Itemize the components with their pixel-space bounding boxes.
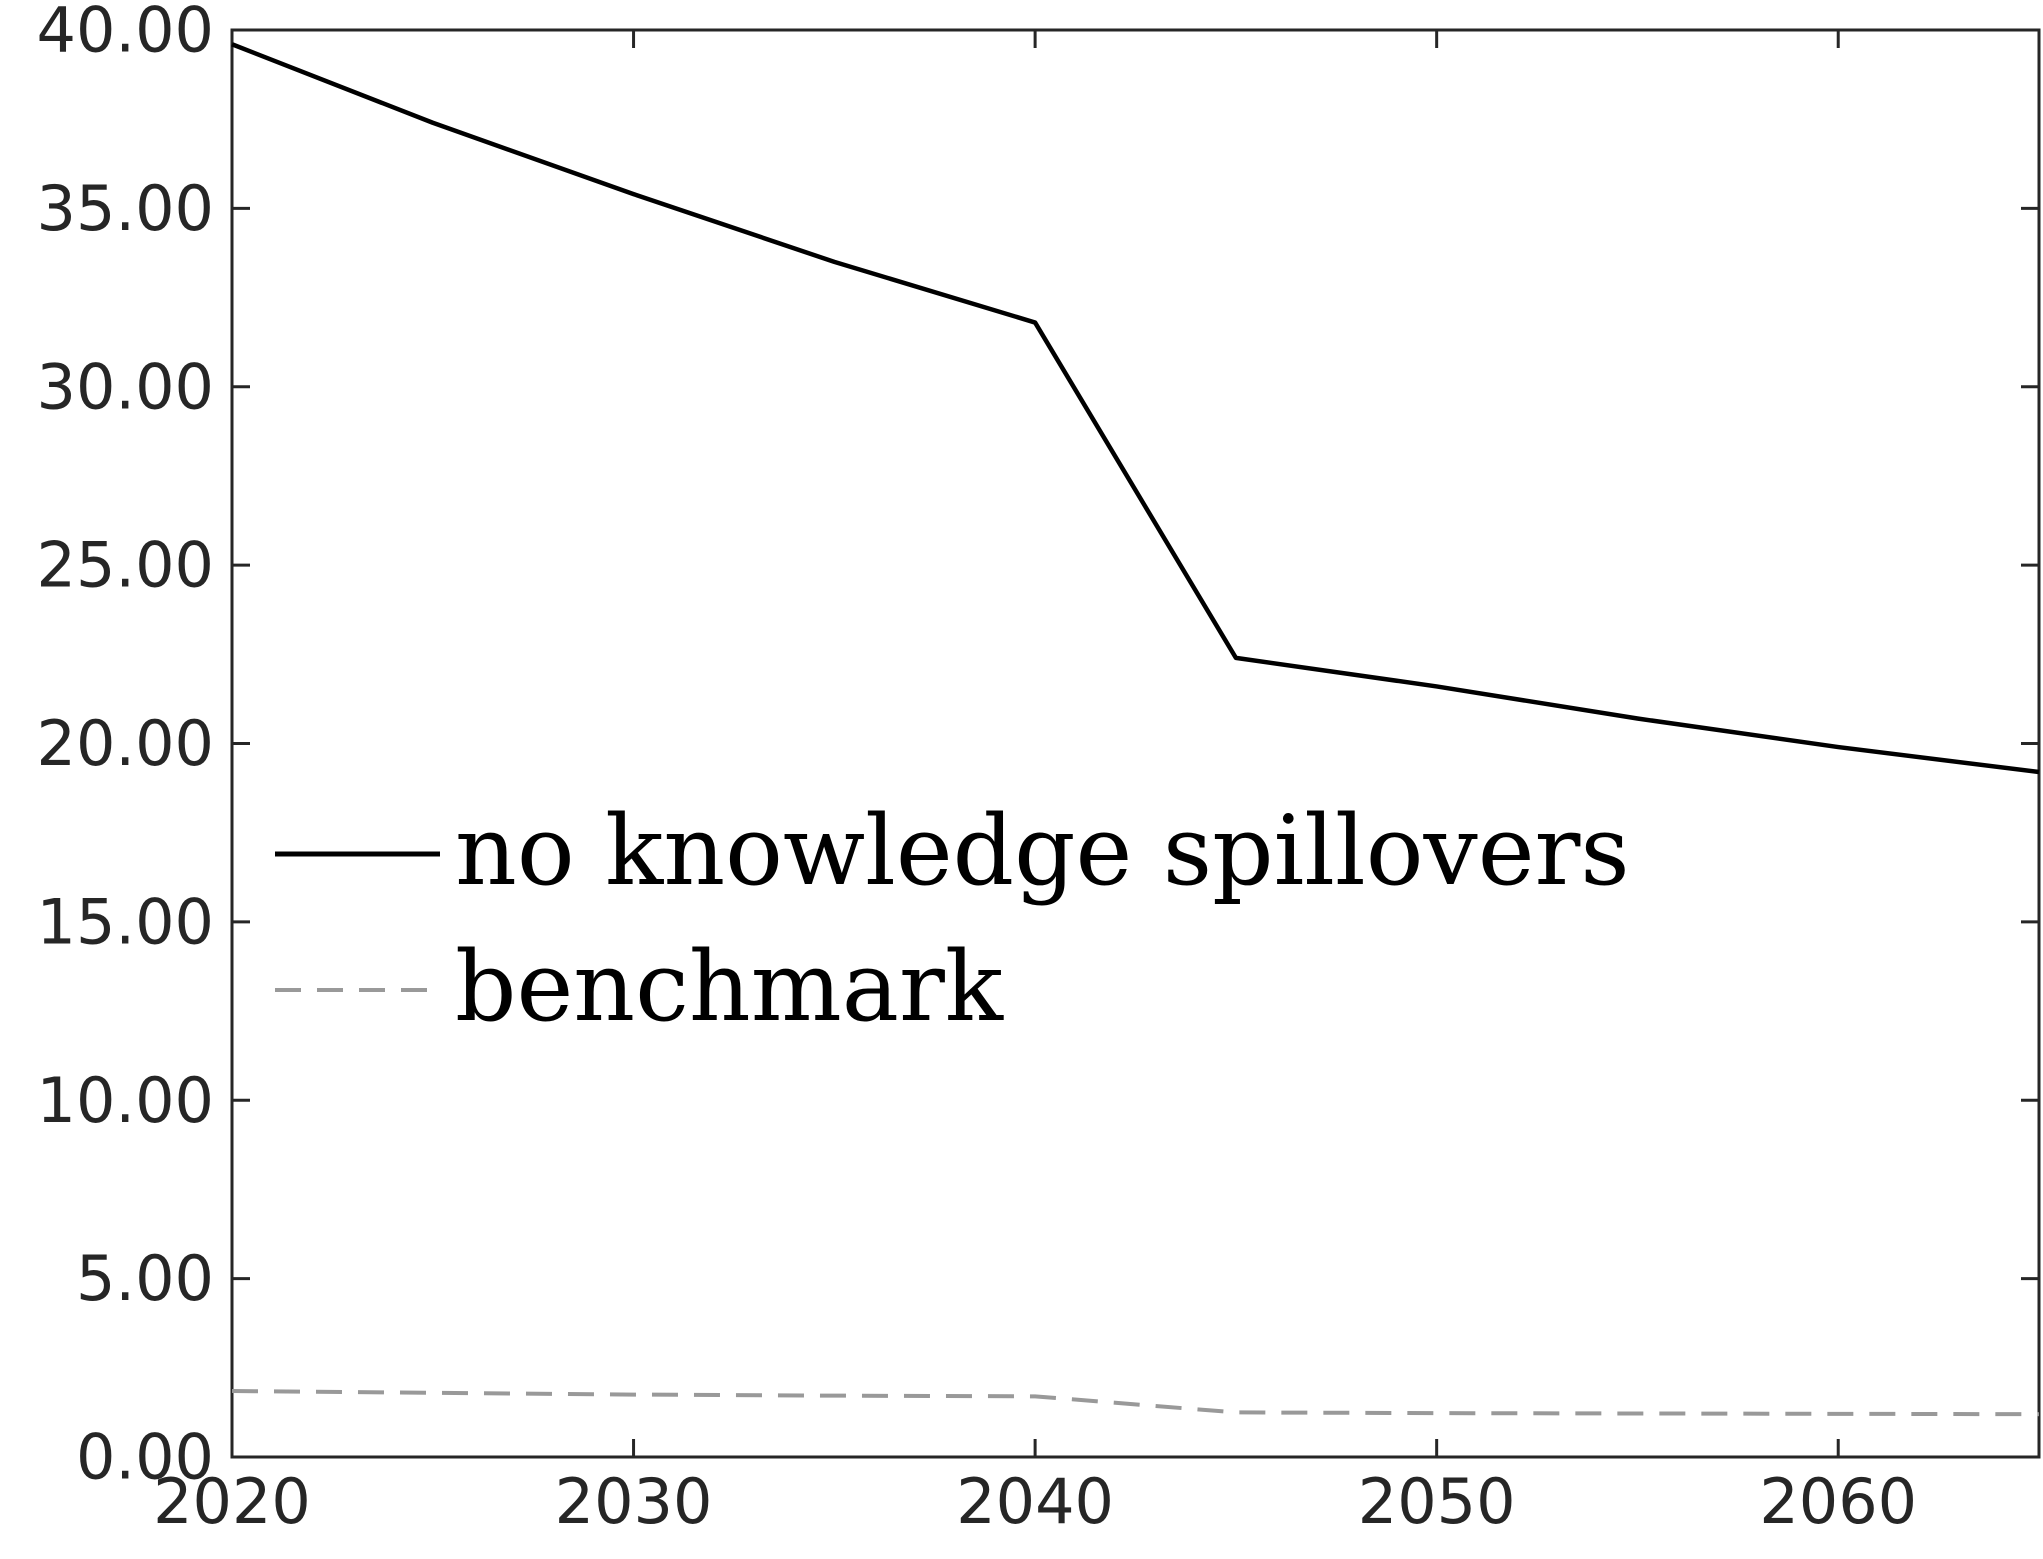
y-tick-label: 25.00 [37,529,215,602]
y-tick-label: 0.00 [76,1421,214,1494]
legend-label: no knowledge spillovers [455,795,1630,907]
y-tick-label: 5.00 [76,1242,214,1315]
plot-frame [230,28,2041,1459]
x-tick-label: 2040 [956,1465,1114,1538]
series-layer [231,42,2040,1417]
legend-label: benchmark [455,931,1004,1043]
legend: no knowledge spillovers benchmark [275,795,1630,1043]
y-tick-label: 35.00 [37,172,215,245]
x-axis-tick-labels: 2020 2030 2040 2050 2060 [153,1465,1917,1538]
x-axis-ticks [230,30,1840,1457]
x-tick-label: 2050 [1358,1465,1516,1538]
y-tick-label: 40.00 [37,0,215,67]
y-tick-label: 15.00 [37,885,215,958]
y-tick-label: 30.00 [37,350,215,423]
y-axis-ticks [232,28,2039,1459]
series-line-benchmark [231,1389,2040,1417]
plot-area [230,28,2041,1459]
x-tick-label: 2020 [153,1465,311,1538]
y-tick-label: 20.00 [37,707,215,780]
x-tick-label: 2060 [1759,1465,1917,1538]
x-tick-label: 2030 [555,1465,713,1538]
y-tick-label: 10.00 [37,1064,215,1137]
y-axis-tick-labels: 0.00 5.00 10.00 15.00 20.00 25.00 30.00 35.00 40… [37,0,215,1494]
series-line-no-knowledge-spillovers [231,42,2040,775]
